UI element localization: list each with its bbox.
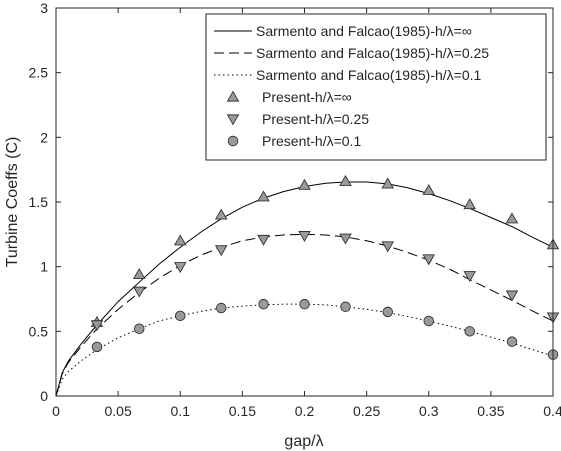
y-tick-label: 2.5 [29, 65, 49, 81]
y-tick-label: 2 [40, 129, 48, 145]
y-tick-label: 3 [40, 0, 48, 16]
series-5-point [339, 233, 352, 245]
x-tick-label: 0 [52, 403, 60, 419]
series-4-point [173, 234, 187, 246]
series-5-point [257, 234, 270, 246]
y-tick-label: 1 [40, 259, 48, 275]
legend-swatch-marker [226, 90, 240, 102]
legend-label: Sarmento and Falcao(1985)-h/λ=0.25 [256, 45, 489, 61]
y-axis-title: Turbine Coeffs (C) [4, 137, 21, 268]
x-tick-label: 0.05 [105, 403, 132, 419]
ticks-layer: 0 0.05 0.1 0.15 0.2 0.25 0.3 0.35 0.4 0 0.5 1 1.5 2 2.… [29, 0, 561, 419]
series-4-point [422, 183, 436, 195]
legend-swatch-marker [226, 114, 240, 126]
y-tick-label: 1.5 [29, 194, 49, 210]
y-tick-label: 0.5 [29, 323, 49, 339]
series-6-point [91, 341, 103, 353]
x-tick-label: 0.25 [353, 403, 380, 419]
y-tick-label: 0 [40, 388, 48, 404]
series-6-point [299, 298, 310, 310]
series-4-point [214, 208, 228, 220]
legend-label: Present-h/λ=0.25 [262, 111, 369, 127]
series-5-point [90, 320, 104, 332]
x-tick-label: 0.3 [419, 403, 439, 419]
series-6-point [258, 298, 269, 310]
legend-label: Sarmento and Falcao(1985)-h/λ=∞ [256, 23, 472, 39]
legend-swatch-marker [227, 135, 239, 147]
legend: Sarmento and Falcao(1985)-h/λ=∞ Sarmento … [205, 13, 547, 161]
legend-label: Present-h/λ=0.1 [262, 133, 361, 149]
legend-box [205, 13, 547, 161]
series-5-point [214, 245, 228, 257]
series-4-point [505, 212, 519, 224]
series-line-2 [55, 233, 554, 397]
series-4-point [381, 177, 395, 189]
series-6-point [423, 315, 435, 327]
x-tick-label: 0.15 [229, 403, 256, 419]
series-4-point [339, 174, 352, 186]
x-axis-title: gap/λ [284, 433, 323, 450]
series-5-point [381, 241, 395, 253]
series-5-point [173, 262, 187, 274]
x-tick-label: 0.1 [171, 403, 191, 419]
series-6-point [216, 302, 227, 314]
series-4-point [132, 268, 146, 280]
x-tick-label: 0.2 [295, 403, 315, 419]
series-6-point [464, 326, 476, 337]
series-4-point [463, 198, 477, 210]
series-5-point [463, 271, 477, 283]
series-5-point [505, 290, 519, 302]
series-4-point [257, 190, 270, 202]
series-6-point [506, 336, 518, 347]
legend-label: Sarmento and Falcao(1985)-h/λ=0.1 [256, 67, 482, 83]
series-line-1 [55, 181, 554, 397]
series-6-point [340, 301, 351, 313]
series-5-point [132, 286, 146, 298]
series-layer [55, 174, 560, 397]
plot-frame [55, 7, 554, 397]
series-6-point [174, 310, 186, 322]
x-tick-label: 0.35 [477, 403, 504, 419]
series-5-point [422, 254, 436, 266]
series-5-point [298, 231, 311, 243]
series-4-point [298, 178, 311, 190]
series-6-point [382, 306, 393, 318]
x-tick-label: 0.4 [543, 403, 561, 419]
series-6-point [133, 323, 145, 334]
legend-label: Present-h/λ=∞ [262, 89, 352, 105]
